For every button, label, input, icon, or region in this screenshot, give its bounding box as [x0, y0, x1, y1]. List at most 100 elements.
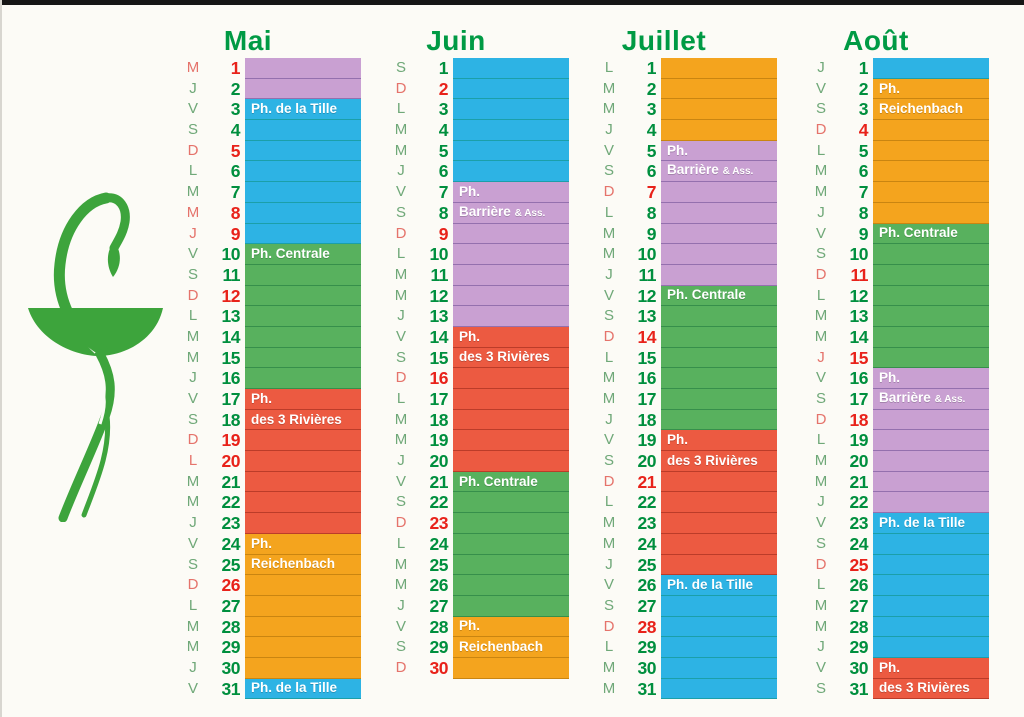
duty-cell-tille [873, 616, 989, 638]
day-row: S 13 [599, 306, 777, 327]
day-letter: D [395, 224, 407, 242]
day-number: 10 [849, 244, 869, 265]
duty-cell-barriere [661, 202, 777, 224]
day-row: M 11 [391, 264, 569, 286]
day-row: M 28 [811, 616, 989, 638]
duty-cell-tille [453, 78, 569, 100]
day-letter: L [188, 162, 198, 180]
day-row: D 26 [183, 575, 361, 596]
day-letter: M [394, 431, 408, 449]
day-letter: S [603, 596, 614, 614]
day-letter: M [602, 658, 616, 676]
day-row: J 27 [391, 595, 569, 617]
duty-cell-centrale [453, 513, 569, 534]
day-letter: J [817, 203, 825, 221]
day-number: 14 [637, 326, 657, 347]
day-number: 16 [637, 368, 657, 389]
month-juin: Juin S 1 D 2 L 3 M 4 M 5 J 6 V 7 Ph. S 8 Barrière & Ass. D 9… [391, 26, 569, 679]
duty-cell-barriere [453, 244, 569, 265]
day-letter: S [187, 555, 198, 573]
day-row: S 6 Barrière & Ass. [599, 161, 777, 183]
day-number: 16 [221, 368, 241, 389]
duty-cell-reichenbach [661, 99, 777, 121]
pharmacy-label: Ph. [667, 142, 689, 158]
day-letter: M [394, 265, 408, 283]
day-letter: S [395, 348, 406, 366]
day-number: 22 [637, 492, 657, 513]
day-row: M 21 [811, 471, 989, 493]
duty-cell-centrale [453, 533, 569, 555]
day-number: 6 [438, 161, 449, 182]
duty-cell-rivieres: Ph. [661, 430, 777, 452]
day-letter: D [603, 472, 615, 490]
day-letter: S [395, 493, 406, 511]
day-number: 26 [221, 575, 241, 596]
day-row: M 24 [599, 533, 777, 555]
day-row: J 18 [599, 409, 777, 431]
day-number: 10 [637, 244, 657, 265]
day-letter: V [815, 79, 826, 97]
day-letter: L [188, 307, 198, 325]
day-number: 25 [849, 554, 869, 575]
day-letter: S [187, 121, 198, 139]
duty-cell-centrale: Ph. Centrale [873, 223, 989, 245]
day-number: 5 [858, 140, 869, 161]
duty-cell-reichenbach [245, 637, 361, 658]
day-number: 14 [849, 326, 869, 347]
duty-cell-tille [453, 58, 569, 79]
duty-cell-rivieres [453, 451, 569, 472]
day-number: 15 [637, 347, 657, 368]
day-number: 14 [221, 326, 241, 347]
duty-cell-rivieres: des 3 Rivières [661, 451, 777, 472]
duty-cell-rivieres: des 3 Rivières [245, 409, 361, 431]
duty-cell-centrale [245, 347, 361, 369]
duty-cell-tille [873, 533, 989, 555]
day-letter: L [396, 534, 406, 552]
day-number: 10 [429, 244, 449, 265]
duty-cell-tille [245, 223, 361, 245]
day-number: 9 [858, 223, 869, 244]
day-number: 19 [221, 430, 241, 451]
day-row: V 5 Ph. [599, 140, 777, 162]
day-row: L 15 [599, 347, 777, 369]
day-letter: D [395, 79, 407, 97]
day-letter: J [817, 59, 825, 76]
day-row: V 19 Ph. [599, 430, 777, 452]
pharmacy-label: Barrière & Ass. [879, 389, 966, 405]
day-number: 20 [637, 451, 657, 472]
day-number: 18 [429, 409, 449, 430]
pharmacy-label: des 3 Rivières [667, 452, 758, 468]
day-row: L 20 [183, 451, 361, 472]
day-number: 21 [849, 471, 869, 492]
day-letter: M [394, 555, 408, 573]
day-number: 27 [429, 595, 449, 616]
duty-cell-rivieres [661, 533, 777, 555]
duty-cell-centrale [873, 306, 989, 327]
day-number: 29 [429, 637, 449, 658]
day-number: 21 [429, 471, 449, 492]
day-number: 31 [849, 678, 869, 699]
day-letter: V [603, 286, 614, 304]
pharmacy-label: des 3 Rivières [251, 411, 342, 427]
duty-cell-barriere [661, 223, 777, 245]
day-row: L 12 [811, 285, 989, 307]
duty-cell-rivieres [453, 430, 569, 452]
day-row: M 23 [599, 513, 777, 534]
day-row: L 10 [391, 244, 569, 265]
day-letter: M [186, 59, 200, 76]
day-letter: V [395, 183, 406, 201]
day-number: 7 [858, 182, 869, 203]
duty-cell-reichenbach [661, 58, 777, 79]
day-number: 12 [221, 285, 241, 306]
day-letter: S [815, 100, 826, 118]
duty-cell-barriere [453, 223, 569, 245]
pharmacy-label: Ph. [459, 618, 481, 634]
day-number: 5 [438, 140, 449, 161]
day-row: L 13 [183, 306, 361, 327]
duty-cell-rivieres [245, 492, 361, 514]
pharmacy-label: Ph. Centrale [879, 225, 958, 241]
duty-cell-rivieres [661, 492, 777, 514]
day-letter: M [602, 534, 616, 552]
duty-cell-reichenbach [245, 616, 361, 638]
